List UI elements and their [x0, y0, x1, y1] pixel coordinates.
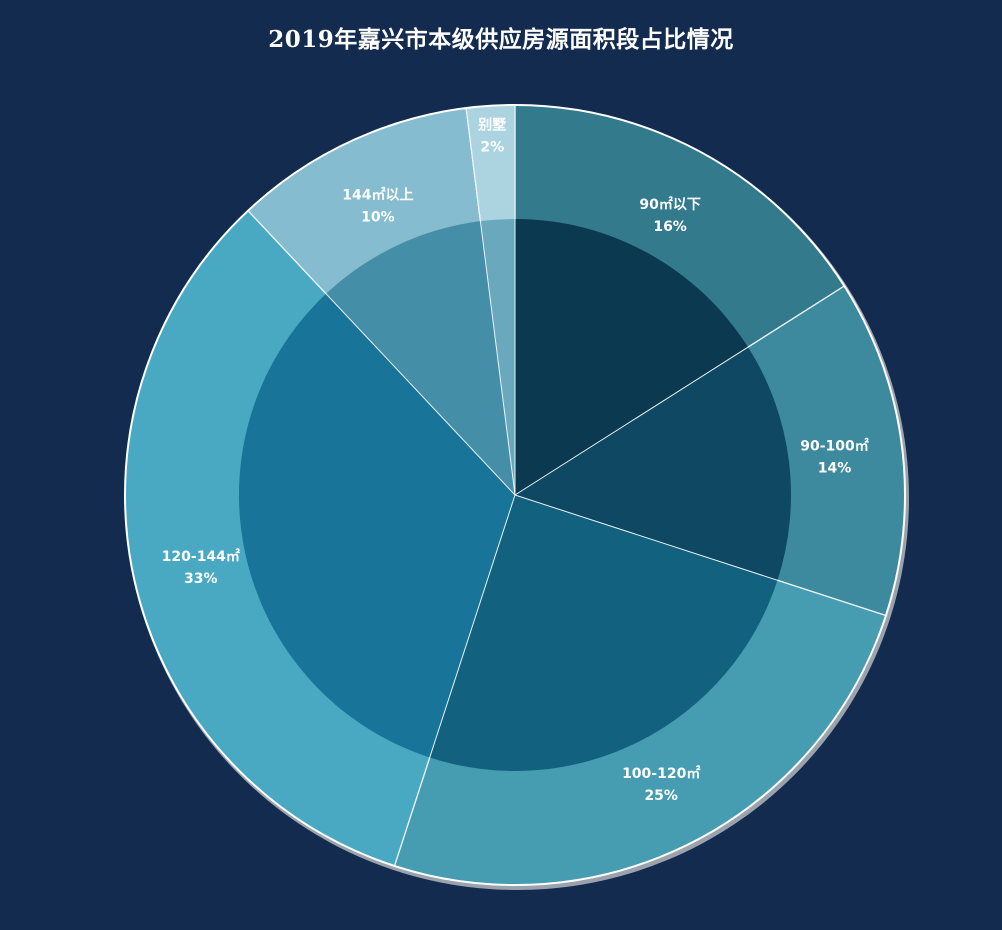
slice-category-label: 120-144㎡	[162, 548, 240, 565]
pie-border	[124, 104, 906, 886]
slice-percent-label: 16%	[653, 219, 687, 235]
pie-labels: 90㎡以下 16% 90-100㎡ 14% 100-120㎡ 25% 120-144㎡ 33%…	[162, 117, 869, 804]
slice-separator	[514, 494, 887, 616]
slice-category-label: 90-100㎡	[800, 438, 869, 455]
slice-separator	[514, 285, 845, 496]
slice-separator	[465, 108, 516, 496]
slice-category-label: 别墅	[477, 117, 506, 134]
slice-percent-label: 14%	[818, 461, 852, 477]
slice-separator	[247, 210, 516, 496]
chart-title: 2019年嘉兴市本级供应房源面积段占比情况	[268, 26, 734, 53]
pie-slice-inner	[326, 221, 515, 495]
slice-category-label: 144㎡以上	[342, 187, 413, 204]
slice-category-label: 90㎡以下	[639, 196, 700, 213]
pie-slices	[124, 104, 909, 890]
pie-slice-inner	[515, 347, 791, 581]
slice-category-label: 100-120㎡	[622, 765, 700, 782]
slice-percent-label: 2%	[480, 140, 504, 156]
pie-slice-inner	[429, 495, 778, 771]
pie-slice-inner	[515, 219, 749, 495]
slice-percent-label: 33%	[184, 571, 218, 587]
slice-separator	[394, 494, 516, 867]
slice-percent-label: 25%	[644, 788, 678, 804]
slice-percent-label: 10%	[361, 210, 395, 226]
pie-slice-inner	[238, 293, 515, 758]
